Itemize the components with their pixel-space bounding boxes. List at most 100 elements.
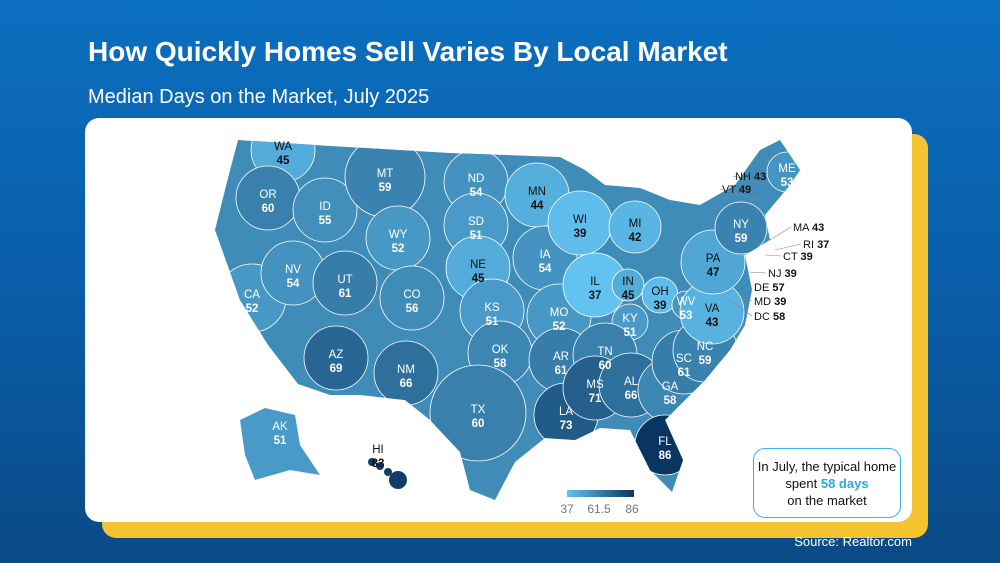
state-ut[interactable] xyxy=(312,250,378,316)
state-value-hi: 83 xyxy=(372,458,385,470)
state-label-or: OR xyxy=(259,189,276,201)
state-value-ut: 61 xyxy=(339,288,352,300)
svg-text:RI 37: RI 37 xyxy=(803,239,829,251)
state-value-me: 53 xyxy=(781,177,794,189)
state-az[interactable] xyxy=(303,325,369,391)
state-value-ga: 58 xyxy=(664,395,677,407)
state-ny[interactable] xyxy=(714,201,768,255)
state-label-md: MD xyxy=(754,296,774,308)
state-label-nh: NH xyxy=(735,171,754,183)
state-value-ma: 43 xyxy=(812,222,824,234)
state-value-sd: 51 xyxy=(470,230,483,242)
legend-max-label: 86 xyxy=(625,502,639,516)
state-label-hi: HI xyxy=(372,444,384,456)
state-value-or: 60 xyxy=(262,203,275,215)
state-label-ma: MA xyxy=(793,222,812,234)
page-title: How Quickly Homes Sell Varies By Local M… xyxy=(88,36,728,67)
state-value-vt: 49 xyxy=(739,184,751,196)
state-value-id: 55 xyxy=(319,215,332,227)
state-label-sd: SD xyxy=(468,216,484,228)
state-co[interactable] xyxy=(379,265,445,331)
state-label-ut: UT xyxy=(337,274,352,286)
state-value-ks: 51 xyxy=(486,316,499,328)
state-value-sc: 61 xyxy=(678,367,691,379)
state-value-ne: 45 xyxy=(472,273,485,285)
state-label-ga: GA xyxy=(662,381,679,393)
state-value-nv: 54 xyxy=(287,278,300,290)
state-value-al: 66 xyxy=(625,390,638,402)
state-label-al: AL xyxy=(624,376,639,388)
state-label-me: ME xyxy=(778,163,796,175)
state-value-ny: 59 xyxy=(735,233,748,245)
state-label-ks: KS xyxy=(484,302,500,314)
state-label-id: ID xyxy=(319,201,331,213)
state-label-wv: WV xyxy=(677,296,696,308)
legend-min-label: 37 xyxy=(560,502,574,516)
state-value-fl: 86 xyxy=(659,450,672,462)
state-label-ok: OK xyxy=(492,344,509,356)
state-value-mn: 44 xyxy=(531,200,544,212)
state-label-ct: CT xyxy=(783,251,801,263)
state-value-pa: 47 xyxy=(707,267,720,279)
svg-text:NH 43: NH 43 xyxy=(735,171,766,183)
state-value-mt: 59 xyxy=(379,182,392,194)
state-in[interactable] xyxy=(611,268,645,302)
state-label-wy: WY xyxy=(389,229,408,241)
state-value-mi: 42 xyxy=(629,232,642,244)
state-tx[interactable] xyxy=(429,364,527,462)
callout-highlight: 58 days xyxy=(820,476,869,491)
state-value-ar: 61 xyxy=(555,365,568,377)
state-label-wa: WA xyxy=(274,141,292,153)
state-ak[interactable] xyxy=(240,408,320,480)
state-value-wa: 45 xyxy=(277,155,290,167)
state-label-nc: NC xyxy=(697,341,714,353)
callout-text-post: on the market xyxy=(787,493,867,508)
state-label-ms: MS xyxy=(586,379,604,391)
state-value-va: 43 xyxy=(706,317,719,329)
state-label-co: CO xyxy=(403,289,420,301)
state-label-nj: NJ xyxy=(768,268,785,280)
state-label-mi: MI xyxy=(629,218,642,230)
state-value-la: 73 xyxy=(560,420,573,432)
state-value-ms: 71 xyxy=(589,393,602,405)
state-label-az: AZ xyxy=(329,349,344,361)
state-label-mo: MO xyxy=(550,307,569,319)
state-hi[interactable] xyxy=(389,471,407,489)
state-value-wi: 39 xyxy=(574,228,587,240)
leader-line-dc xyxy=(729,299,753,317)
state-value-nc: 59 xyxy=(699,355,712,367)
summary-callout: In July, the typical home spent 58 days … xyxy=(753,448,901,518)
leader-line-de xyxy=(744,286,753,291)
state-hi[interactable] xyxy=(368,458,376,466)
state-value-ca: 52 xyxy=(246,303,259,315)
leader-line-ma xyxy=(769,226,792,241)
state-label-ky: KY xyxy=(622,313,638,325)
state-value-tn: 60 xyxy=(599,360,612,372)
leader-line-ct xyxy=(764,254,782,257)
state-label-pa: PA xyxy=(706,253,721,265)
state-hi[interactable] xyxy=(376,462,384,470)
state-value-ok: 58 xyxy=(494,358,507,370)
state-label-nm: NM xyxy=(397,364,415,376)
state-label-ia: IA xyxy=(540,249,551,261)
state-value-nd: 54 xyxy=(470,187,483,199)
state-hi[interactable] xyxy=(384,468,392,476)
state-mi[interactable] xyxy=(608,200,662,254)
state-value-de: 57 xyxy=(772,282,784,294)
leader-line-md xyxy=(737,297,753,302)
state-value-nh: 43 xyxy=(754,171,766,183)
state-label-va: VA xyxy=(705,303,720,315)
state-label-oh: OH xyxy=(651,286,668,298)
leader-line-vt xyxy=(719,188,761,201)
leader-line-nh xyxy=(732,175,769,186)
state-value-ct: 39 xyxy=(801,251,813,263)
state-label-la: LA xyxy=(559,406,573,418)
leader-line-ri xyxy=(774,243,802,251)
state-value-wy: 52 xyxy=(392,243,405,255)
state-label-ne: NE xyxy=(470,259,486,271)
svg-text:NJ 39: NJ 39 xyxy=(768,268,797,280)
state-value-nj: 39 xyxy=(785,268,797,280)
state-id[interactable] xyxy=(292,177,358,243)
state-value-ri: 37 xyxy=(817,239,829,251)
map-card: WA 45 OR 60 CA 52 NV 54 ID 55 MT 59 WY 52 UT 61 AZ 69 CO 56… xyxy=(85,118,912,522)
